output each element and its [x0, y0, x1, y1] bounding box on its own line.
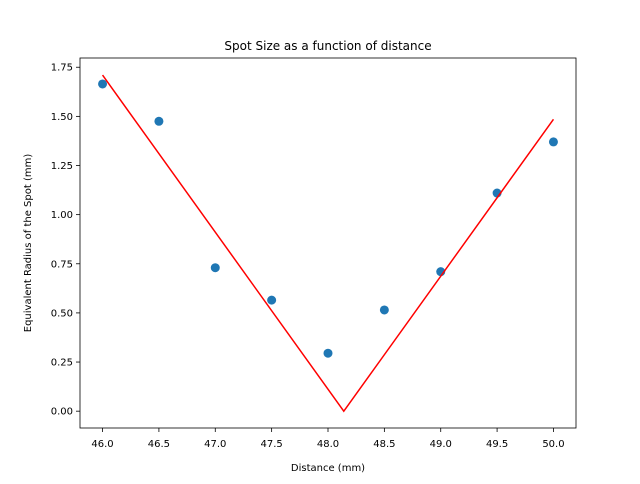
y-tick-label: 1.50: [51, 112, 73, 123]
data-point: [379, 305, 389, 315]
x-tick-label: 48.0: [317, 439, 339, 450]
y-tick-label: 0.00: [51, 407, 73, 418]
y-tick-label: 0.75: [51, 259, 73, 270]
y-axis-label: Equivalent Radius of the Spot (mm): [23, 154, 34, 333]
data-point: [267, 295, 277, 305]
x-tick-label: 50.0: [542, 439, 564, 450]
x-tick-label: 49.5: [486, 439, 508, 450]
x-tick-label: 47.0: [204, 439, 226, 450]
data-point: [323, 348, 333, 358]
y-tick-label: 0.50: [51, 308, 73, 319]
y-tick-label: 1.00: [51, 210, 73, 221]
y-tick-label: 0.25: [51, 358, 73, 369]
x-tick-label: 48.5: [373, 439, 395, 450]
data-point: [98, 79, 108, 89]
x-tick-label: 49.0: [430, 439, 452, 450]
data-point: [154, 116, 164, 126]
y-axis: 0.00 0.25 0.50 0.75 1.00 1.25 1.50 1.75: [51, 63, 80, 418]
x-tick-label: 47.5: [261, 439, 283, 450]
x-axis-label: Distance (mm): [291, 463, 365, 474]
plot-area: [98, 74, 558, 413]
data-point: [548, 137, 558, 147]
chart-title: Spot Size as a function of distance: [224, 39, 431, 53]
x-tick-label: 46.0: [91, 439, 113, 450]
x-tick-label: 46.5: [148, 439, 170, 450]
y-tick-label: 1.75: [51, 63, 73, 74]
y-tick-label: 1.25: [51, 161, 73, 172]
data-point: [210, 263, 220, 273]
fit-line: [101, 74, 555, 413]
x-axis: 46.0 46.5 47.0 47.5 48.0 48.5 49.0 49.5 50.0: [91, 428, 565, 450]
